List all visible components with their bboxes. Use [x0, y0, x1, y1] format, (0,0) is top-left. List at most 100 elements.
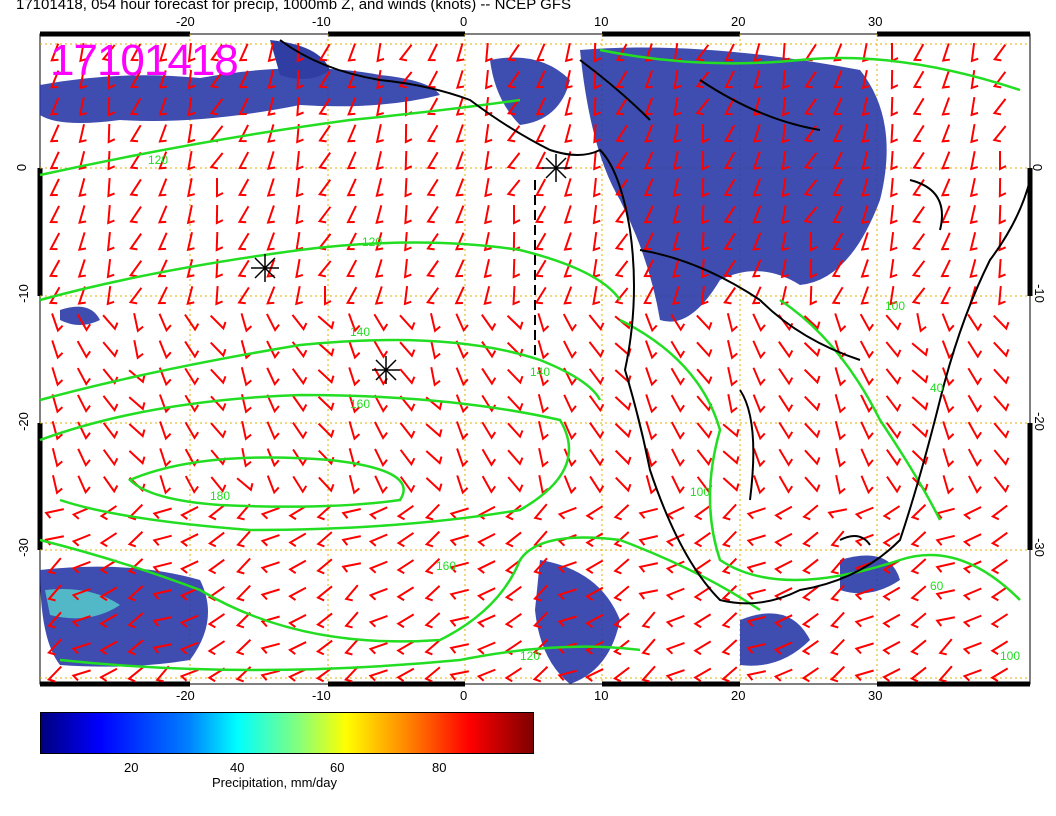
- wind-barb: [426, 232, 439, 251]
- lon-tick-bottom: -20: [176, 688, 195, 703]
- wind-barb: [967, 421, 982, 440]
- wind-barb: [643, 259, 654, 278]
- wind-barb: [155, 665, 170, 683]
- wind-barb: [455, 70, 465, 89]
- wind-barb: [835, 448, 846, 468]
- wind-barb: [911, 233, 926, 251]
- wind-barb: [260, 534, 280, 547]
- wind-barb: [158, 97, 167, 116]
- wind-barb: [911, 260, 926, 278]
- wind-barb: [912, 43, 925, 62]
- wind-barb: [993, 368, 1010, 385]
- wind-barb: [833, 43, 843, 62]
- wind-barb: [831, 286, 844, 305]
- wind-barb: [152, 616, 173, 627]
- wind-barb: [127, 612, 144, 629]
- wind-barb: [644, 340, 658, 360]
- wind-barb: [588, 314, 605, 331]
- wind-barb: [348, 421, 361, 441]
- wind-barb: [534, 205, 547, 224]
- wind-barb: [152, 561, 172, 573]
- wind-barb: [425, 423, 443, 438]
- lat-tick-left: -10: [15, 284, 31, 303]
- wind-barb: [935, 616, 956, 627]
- wind-barb: [912, 70, 925, 89]
- wind-barb: [376, 69, 385, 90]
- wind-barb: [240, 313, 253, 333]
- wind-barb: [535, 43, 546, 62]
- wind-barb: [534, 286, 547, 305]
- wind-barb: [266, 367, 280, 387]
- wind-barb: [187, 150, 196, 171]
- wind-barb: [886, 475, 902, 494]
- wind-barb: [940, 259, 951, 278]
- wind-barb: [128, 260, 143, 278]
- contour-label: 100: [690, 485, 710, 499]
- wind-barb: [752, 151, 761, 170]
- wind-barb: [832, 205, 844, 224]
- wind-barb: [911, 450, 929, 466]
- wind-barb: [803, 179, 818, 197]
- wind-barb: [430, 313, 441, 333]
- wind-barb: [316, 558, 333, 575]
- wind-barb: [641, 611, 656, 629]
- wind-barb: [671, 448, 685, 467]
- wind-barb: [260, 588, 280, 601]
- wind-barb: [71, 533, 91, 547]
- wind-barb: [781, 150, 790, 171]
- wind-barb: [152, 589, 172, 600]
- wind-barb: [107, 177, 115, 198]
- wind-barb: [476, 668, 496, 682]
- wind-barb: [235, 639, 252, 656]
- wind-barb: [885, 341, 902, 358]
- wind-barb: [455, 151, 465, 170]
- wind-barb: [593, 42, 602, 63]
- wind-barb: [316, 612, 333, 629]
- wind-barb: [835, 474, 846, 495]
- wind-barb: [347, 70, 357, 89]
- wind-barb: [535, 178, 547, 197]
- wind-barb: [317, 260, 332, 278]
- wind-barb: [368, 669, 388, 682]
- wind-barb: [990, 559, 1008, 575]
- wind-barb: [781, 96, 790, 117]
- wind-barb: [152, 643, 173, 654]
- wind-barb: [179, 614, 199, 628]
- wind-barb: [614, 315, 632, 330]
- wind-barb: [645, 475, 658, 495]
- wind-barb: [346, 178, 357, 197]
- wind-barb: [721, 639, 738, 656]
- wind-barb: [424, 558, 441, 575]
- wind-barb: [455, 340, 469, 360]
- wind-barb: [834, 313, 847, 333]
- wind-barb: [266, 313, 280, 332]
- wind-barb: [890, 96, 899, 117]
- wind-barb: [266, 286, 276, 305]
- wind-barb: [152, 507, 172, 520]
- wind-barb: [941, 151, 951, 170]
- wind-barb: [593, 123, 601, 144]
- wind-barb: [99, 532, 118, 548]
- wind-barb: [778, 341, 794, 359]
- wind-barb: [585, 532, 604, 548]
- wind-barb: [537, 394, 549, 414]
- wind-barb: [910, 585, 927, 602]
- wind-barb: [910, 504, 927, 521]
- wind-barb: [238, 124, 249, 143]
- precip-colorbar: [40, 712, 534, 754]
- wind-barb: [830, 611, 845, 629]
- wind-barb: [882, 668, 901, 682]
- wind-barb: [860, 421, 874, 441]
- wind-barb: [969, 232, 978, 252]
- wind-barb: [158, 124, 168, 143]
- wind-barb: [375, 205, 384, 224]
- wind-barb: [430, 339, 441, 360]
- wind-barb: [861, 69, 870, 90]
- wind-barb: [79, 42, 88, 63]
- wind-barb: [426, 124, 439, 143]
- wind-barb: [752, 124, 762, 143]
- wind-barb: [404, 177, 413, 198]
- wind-barb: [454, 286, 465, 305]
- wind-barb: [128, 287, 143, 305]
- wind-barb: [585, 559, 604, 575]
